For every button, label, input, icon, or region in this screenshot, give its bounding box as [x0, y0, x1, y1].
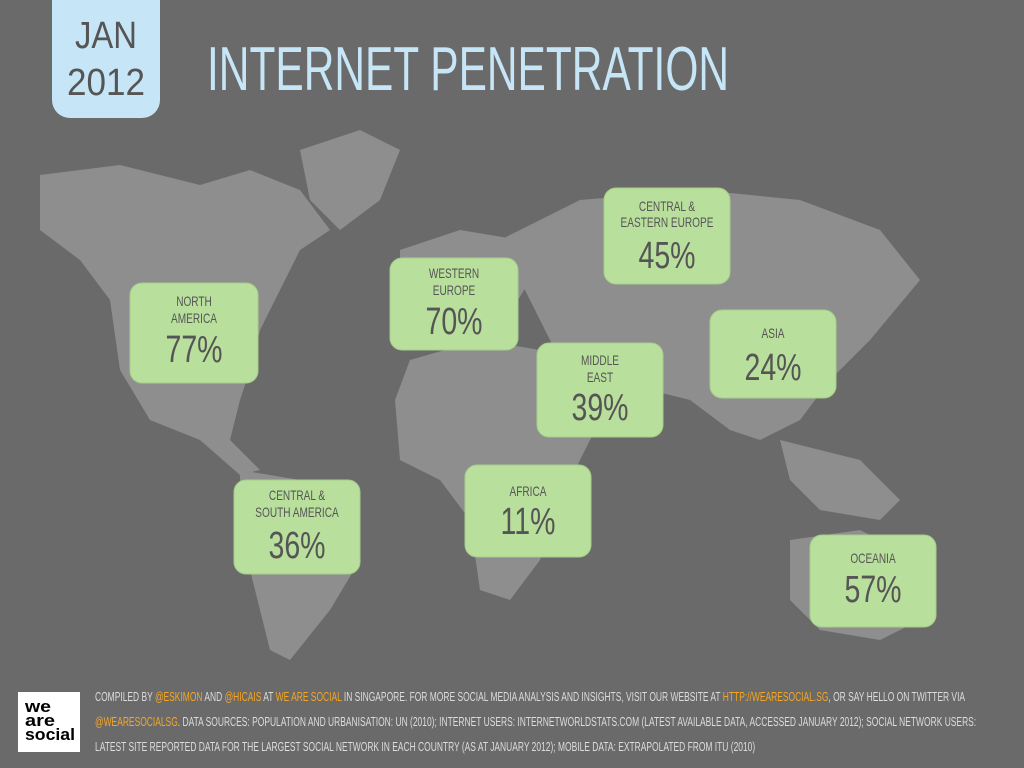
footer-text: IN SINGAPORE. FOR MORE SOCIAL MEDIA ANAL… — [341, 689, 723, 704]
region-label: EAST — [587, 369, 614, 385]
region-label: OCEANIA — [850, 550, 896, 566]
region-label: AFRICA — [510, 483, 548, 499]
region-box — [809, 534, 937, 628]
region-label-group: WESTERN — [429, 265, 479, 281]
footer-text: , OR SAY HELLO ON TWITTER VIA — [828, 689, 965, 704]
region-label-group: CENTRAL & — [269, 487, 325, 503]
region-box — [603, 187, 731, 285]
logo-text: social — [25, 725, 75, 744]
region-label: WESTERN — [429, 265, 479, 281]
region-label-group: SOUTH AMERICA — [255, 504, 339, 520]
footer-text: AT — [261, 689, 276, 704]
title: INTERNET PENETRATION — [207, 35, 729, 104]
region-label-group: MIDDLE — [581, 352, 619, 368]
region-box — [709, 309, 837, 399]
footer: COMPILED BY @ESKIMON AND @HICAIS AT WE A… — [95, 684, 1002, 759]
date-badge — [52, 0, 160, 118]
region-value-group: 36% — [268, 525, 325, 567]
badge-year: 2012 — [67, 62, 145, 104]
region-box — [536, 342, 664, 438]
region-box — [233, 479, 361, 575]
region-value-group: 45% — [638, 235, 695, 277]
footer-highlight: @WEARESOCIALSG — [95, 714, 178, 729]
logo-text: are — [25, 711, 55, 730]
region-label-group: ASIA — [762, 325, 786, 341]
region-value-group: 11% — [501, 501, 556, 543]
region-value: 36% — [268, 525, 325, 567]
region-value-group: 57% — [844, 569, 901, 611]
region-label: SOUTH AMERICA — [255, 504, 339, 520]
region-label: NORTH — [176, 293, 212, 309]
region-value: 24% — [744, 347, 801, 389]
region-label: MIDDLE — [581, 352, 619, 368]
logo-box — [18, 692, 80, 752]
footer-highlight: HTTP://WEARESOCIAL.SG — [722, 689, 829, 704]
region-label: AMERICA — [171, 310, 218, 326]
footer-text: . DATA SOURCES: POPULATION AND URBANISAT… — [95, 714, 977, 754]
region-box — [464, 464, 592, 558]
region-value-group: 77% — [165, 329, 222, 371]
region-value-group: 24% — [744, 347, 801, 389]
region-label-group: CENTRAL & — [639, 198, 695, 214]
badge-month: JAN — [75, 15, 137, 57]
region-value-group: 39% — [571, 387, 628, 429]
region-label-group: EASTERN EUROPE — [621, 214, 714, 230]
footer-text: COMPILED BY — [95, 689, 155, 704]
region-box — [129, 282, 259, 384]
region-label-group: NORTH — [176, 293, 212, 309]
region-value: 45% — [638, 235, 695, 277]
footer-highlight: @ESKIMON — [154, 689, 203, 704]
region-value: 11% — [501, 501, 556, 543]
region-label: CENTRAL & — [269, 487, 325, 503]
footer-highlight: @HICAIS — [224, 689, 262, 704]
region-value: 57% — [844, 569, 901, 611]
region-value-group: 70% — [425, 301, 482, 343]
region-label-group: AFRICA — [510, 483, 548, 499]
region-label: EASTERN EUROPE — [621, 214, 714, 230]
region-label: CENTRAL & — [639, 198, 695, 214]
footer-highlight: WE ARE SOCIAL — [275, 689, 342, 704]
region-label: EUROPE — [433, 282, 476, 298]
region-label: ASIA — [762, 325, 786, 341]
footer-text: AND — [202, 689, 225, 704]
logo-text: we — [24, 697, 51, 716]
region-label-group: EUROPE — [433, 282, 476, 298]
region-box — [389, 257, 519, 351]
region-label-group: AMERICA — [171, 310, 218, 326]
region-label-group: EAST — [587, 369, 614, 385]
region-value: 70% — [425, 301, 482, 343]
region-value: 77% — [165, 329, 222, 371]
region-value: 39% — [571, 387, 628, 429]
region-label-group: OCEANIA — [850, 550, 896, 566]
